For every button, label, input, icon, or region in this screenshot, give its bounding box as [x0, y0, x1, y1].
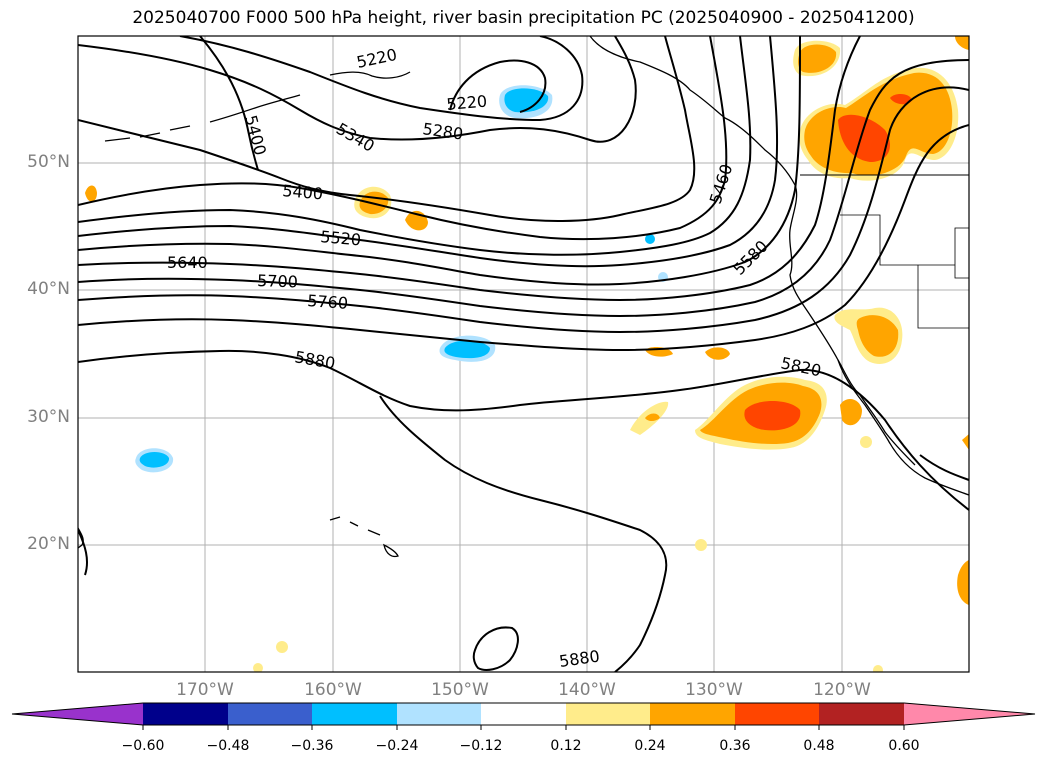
precip-negative-area — [139, 452, 170, 468]
precip-positive-area — [840, 398, 862, 426]
height-contours — [78, 36, 969, 672]
precip-positive-area — [744, 401, 801, 431]
precip-positive-area — [962, 434, 969, 450]
island-coastline — [78, 527, 84, 549]
contour-label: 5700 — [257, 271, 298, 291]
colorbar-tick-label: −0.36 — [290, 738, 334, 754]
contour-5640 — [78, 36, 861, 302]
lat-label-50n: 50°N — [27, 152, 70, 172]
precip-negative-area — [645, 234, 655, 244]
colorbar-arrow-left — [12, 703, 143, 725]
precip-positive-area — [957, 560, 969, 605]
contour-label: 5400 — [282, 181, 324, 203]
colorbar-bin — [397, 703, 481, 725]
contour-5880-ring — [472, 626, 519, 671]
colorbar-tick-label: −0.24 — [375, 738, 419, 754]
colorbar-tick-label: −0.60 — [121, 738, 165, 754]
lat-label-40n: 40°N — [27, 279, 70, 299]
contour-label: 5220 — [446, 92, 488, 114]
precip-positive-area — [798, 44, 837, 73]
north-america-coastline — [589, 36, 969, 496]
contour-5340 — [78, 36, 696, 222]
contour-5460 — [78, 36, 752, 256]
precip-positive-area — [695, 539, 707, 551]
map-title: 2025040700 F000 500 hPa height, river ba… — [132, 8, 915, 28]
contour-5220 — [179, 36, 584, 122]
contour-label-group: 5220 5220 5280 5340 5400 5400 5460 5520 … — [167, 45, 823, 671]
precip-positive-area — [705, 347, 730, 360]
lat-label-30n: 30°N — [27, 407, 70, 427]
precip-negative-area — [444, 340, 490, 359]
colorbar-bin — [228, 703, 312, 725]
colorbar-tick-label: 0.12 — [550, 738, 582, 754]
contour-west-edge — [78, 529, 88, 576]
precip-shading — [85, 36, 969, 672]
lat-label-20n: 20°N — [27, 534, 70, 554]
lon-label-120w: 120°W — [813, 680, 871, 700]
map-frame — [77, 35, 970, 673]
colorbar — [11, 702, 1036, 730]
precip-positive-area — [860, 436, 872, 448]
colorbar-bin — [312, 703, 397, 725]
lon-label-130w: 130°W — [685, 680, 743, 700]
state-borders — [954, 227, 969, 279]
colorbar-bin — [143, 703, 228, 725]
lon-label-170w: 170°W — [176, 680, 234, 700]
colorbar-tick-label: −0.12 — [459, 738, 503, 754]
alaska-coastline — [329, 71, 411, 79]
contour-5580 — [78, 36, 801, 286]
contour-5760 — [78, 86, 969, 334]
contour-5880 — [78, 349, 969, 511]
contour-5400 — [199, 36, 259, 171]
precip-positive-area — [955, 36, 969, 50]
precip-positive-area — [838, 114, 890, 162]
precip-positive-area — [276, 641, 288, 653]
baja-coastline — [837, 359, 916, 466]
colorbar-tick-label: 0.24 — [634, 738, 666, 754]
contour-5820 — [78, 124, 969, 352]
colorbar-bin — [481, 703, 566, 725]
precip-positive-area — [85, 185, 97, 202]
state-borders — [917, 265, 969, 329]
colorbar-arrow-right — [904, 703, 1035, 725]
colorbar-tick-label: 0.48 — [803, 738, 835, 754]
contour-5220 — [449, 59, 547, 113]
lon-label-150w: 150°W — [431, 680, 489, 700]
precip-positive-area — [804, 72, 953, 176]
precip-negative-area — [504, 88, 549, 113]
precip-positive-area — [645, 413, 660, 421]
contour-label: 5520 — [320, 227, 362, 249]
colorbar-bin — [566, 703, 650, 725]
contour-east-edge — [919, 454, 969, 481]
contour-5520 — [78, 36, 779, 268]
state-borders — [840, 214, 955, 266]
colorbar-tick-label: 0.36 — [719, 738, 751, 754]
aleutian-islands — [209, 94, 301, 123]
contour-5400 — [78, 36, 728, 241]
colorbar-tick-label: 0.60 — [888, 738, 920, 754]
lon-label-140w: 140°W — [558, 680, 616, 700]
contour-label: 5640 — [167, 253, 208, 272]
contour-5280 — [78, 36, 637, 143]
coastlines — [78, 36, 969, 558]
precip-positive-area — [253, 663, 263, 672]
hawaii-islands — [329, 516, 399, 558]
contour-5700 — [78, 59, 969, 318]
precip-positive-area — [890, 94, 912, 105]
colorbar-bin — [819, 703, 904, 725]
precip-positive-area — [856, 315, 899, 357]
lon-label-160w: 160°W — [304, 680, 362, 700]
contour-5880-south — [379, 395, 668, 672]
precip-positive-area — [873, 665, 883, 672]
colorbar-bin — [650, 703, 735, 725]
contour-label: 5760 — [307, 291, 349, 313]
colorbar-tick-label: −0.48 — [206, 738, 250, 754]
colorbar-bin — [735, 703, 819, 725]
